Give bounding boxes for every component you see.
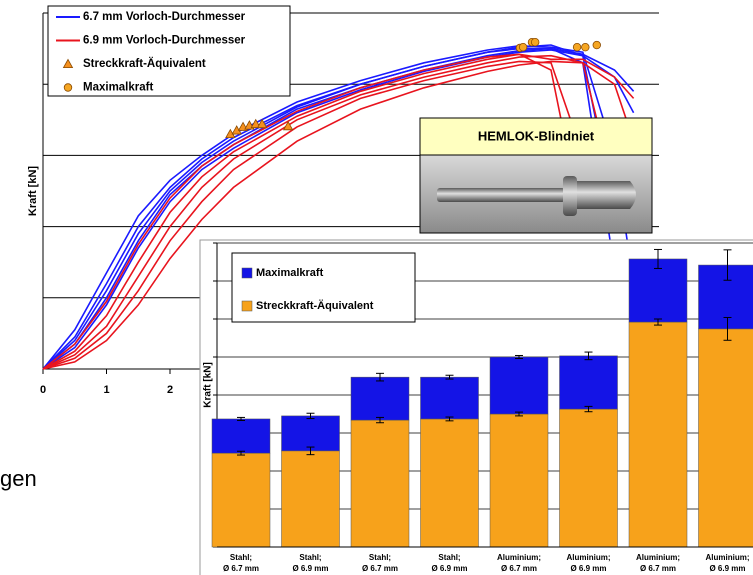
bar-chart: Kraft [kN] Stahl; Ø 6.7 mm Stahl; Ø 6.9 mm St… (199, 239, 753, 575)
marker (572, 42, 582, 52)
x-tick-label: Aluminium; (567, 553, 611, 562)
error-bar (515, 411, 523, 417)
x-tick-label: Stahl; (369, 553, 391, 562)
x-tick-label: Stahl; (299, 553, 321, 562)
rivet-head (563, 176, 577, 216)
x-tick-label: 0 (40, 384, 46, 396)
marker (282, 120, 294, 131)
marker (256, 118, 268, 129)
error-bar (723, 316, 732, 341)
curve (42, 49, 635, 370)
inset-title-box (419, 117, 653, 156)
x-tick-label: Ø 6.9 mm (431, 564, 467, 573)
marker (592, 40, 601, 50)
x-tick-label: Stahl; (438, 553, 460, 562)
x-tick-label: Ø 6.9 mm (292, 564, 328, 573)
legend-label: Streckkraft-Äquivalent (256, 299, 374, 312)
error-bar (237, 416, 245, 421)
bar-segment (350, 376, 410, 421)
marker (581, 42, 590, 52)
inset: HEMLOK-Blindniet (419, 117, 653, 234)
bar-segment (420, 418, 479, 548)
x-tick-label: Aluminium; (636, 553, 680, 562)
bar-segment (559, 355, 618, 410)
x-tick-label: Ø 6.7 mm (223, 564, 259, 573)
x-tick-label: Aluminium; (497, 553, 541, 562)
bar-segment (350, 419, 410, 548)
line-chart: 0 1 2 Kraft [kN] 6.7 mm Vorloch-Durchmesser 6… (27, 5, 659, 396)
curve (42, 47, 635, 370)
bar-segment (211, 452, 271, 548)
legend-swatch (241, 300, 253, 312)
error-bar (654, 248, 662, 269)
legend-swatch (62, 58, 74, 68)
x-tick-label: Ø 6.9 mm (709, 564, 745, 573)
error-bar (306, 446, 315, 456)
legend-label: 6.9 mm Vorloch-Durchmesser (83, 35, 246, 47)
bar-segment (628, 258, 688, 323)
legend-swatch (63, 83, 73, 92)
slide-text: gen (0, 466, 37, 491)
x-tick-label: Aluminium; (706, 553, 750, 562)
curve (42, 47, 616, 370)
legend-swatch (241, 267, 253, 279)
inset-title: HEMLOK-Blindniet (478, 128, 595, 143)
bar-segment (420, 376, 479, 420)
y-axis-label: Kraft [kN] (27, 166, 39, 216)
legend-label: Streckkraft-Äquivalent (83, 57, 206, 70)
curve (42, 44, 616, 370)
bar-segment (698, 264, 753, 330)
legend-box (47, 5, 291, 97)
legend-label: Maximalkraft (256, 267, 324, 279)
bar-segment (628, 321, 688, 548)
bar-segment (489, 356, 549, 415)
error-bar (515, 354, 523, 360)
x-tick-label: 2 (167, 384, 173, 396)
error-bar (376, 372, 384, 382)
error-bar (445, 374, 454, 380)
bar-segment (211, 418, 271, 454)
error-bar (237, 450, 245, 456)
error-bar (584, 351, 593, 361)
x-tick-label: Ø 6.7 mm (640, 564, 676, 573)
curve (42, 60, 635, 370)
error-bar (306, 412, 315, 420)
x-tick-label: 1 (103, 384, 109, 396)
bar-segment (281, 450, 340, 548)
legend-label: 6.7 mm Vorloch-Durchmesser (83, 11, 246, 23)
legend-label: Maximalkraft (83, 82, 153, 94)
x-tick-label: Ø 6.7 mm (501, 564, 537, 573)
error-bar (654, 318, 662, 326)
error-bar (445, 416, 454, 422)
marker (250, 118, 261, 129)
bar-segment (698, 328, 753, 548)
legend-box (231, 252, 416, 323)
x-tick-label: Stahl; (230, 553, 252, 562)
marker (518, 42, 528, 52)
rivet-shank (437, 188, 565, 202)
bar-segment (281, 415, 340, 452)
error-bar (584, 405, 593, 413)
error-bar (723, 249, 732, 281)
bar-segment (559, 408, 618, 548)
marker (530, 37, 540, 47)
curve (42, 60, 584, 370)
curve (42, 54, 616, 370)
error-bar (376, 416, 384, 424)
rivet-body (577, 181, 636, 209)
bar-segment (489, 413, 549, 548)
x-tick-label: Ø 6.9 mm (570, 564, 606, 573)
y-axis-label: Kraft [kN] (203, 362, 214, 408)
x-tick-label: Ø 6.7 mm (362, 564, 398, 573)
